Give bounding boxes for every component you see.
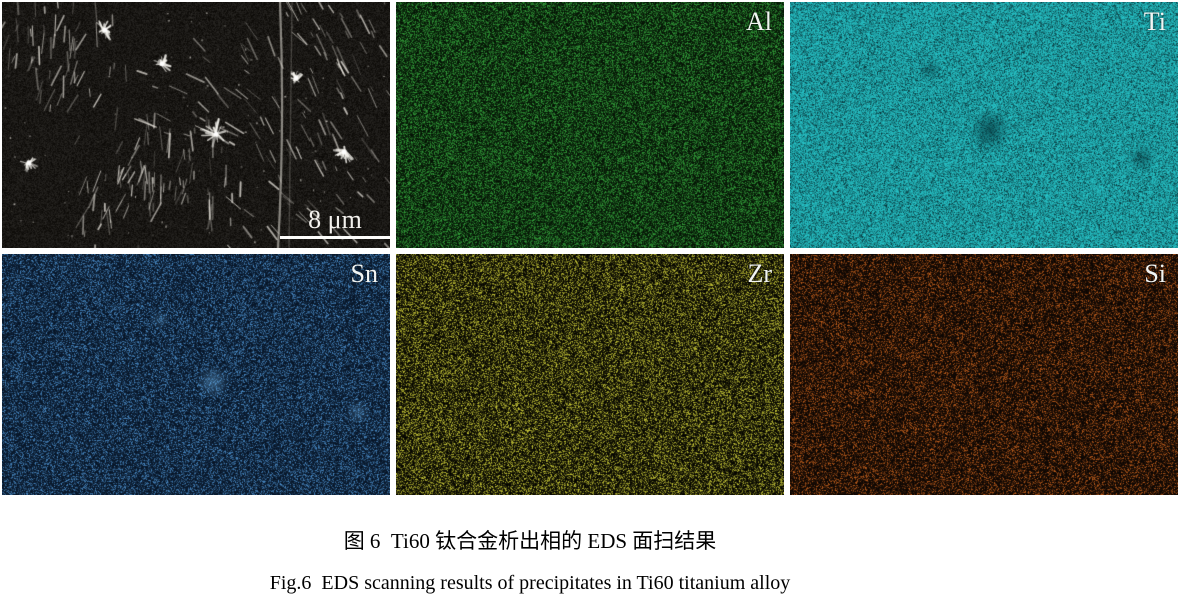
scale-bar: 8 μm [280,207,390,239]
element-label-al: Al [746,9,772,35]
scale-bar-label: 8 μm [280,207,390,233]
eds-map-si-image [790,254,1178,495]
eds-map-al-panel: Al [396,2,784,248]
eds-map-sn-panel: Sn [2,254,390,495]
element-label-si: Si [1144,261,1166,287]
element-label-zr: Zr [747,261,772,287]
eds-map-zr-image [396,254,784,495]
eds-map-si-panel: Si [790,254,1178,495]
eds-map-ti-panel: Ti [790,2,1178,248]
caption-chinese: 图 6 Ti60 钛合金析出相的 EDS 面扫结果 [0,528,1060,554]
element-label-sn: Sn [351,261,378,287]
element-label-ti: Ti [1144,9,1166,35]
eds-figure-grid: 8 μm Al Ti Sn Zr Si [2,2,1178,495]
scale-bar-line [280,236,390,239]
caption-english: Fig.6 EDS scanning results of precipitat… [0,571,1060,596]
figure-captions: 图 6 Ti60 钛合金析出相的 EDS 面扫结果 Fig.6 EDS scan… [0,528,1060,596]
eds-map-zr-panel: Zr [396,254,784,495]
eds-map-al-image [396,2,784,248]
eds-map-ti-image [790,2,1178,248]
eds-map-sn-image [2,254,390,495]
sem-micrograph-panel: 8 μm [2,2,390,248]
figure-page: { "figure": { "caption_cn": "图 6 Ti60 钛合… [0,0,1189,613]
